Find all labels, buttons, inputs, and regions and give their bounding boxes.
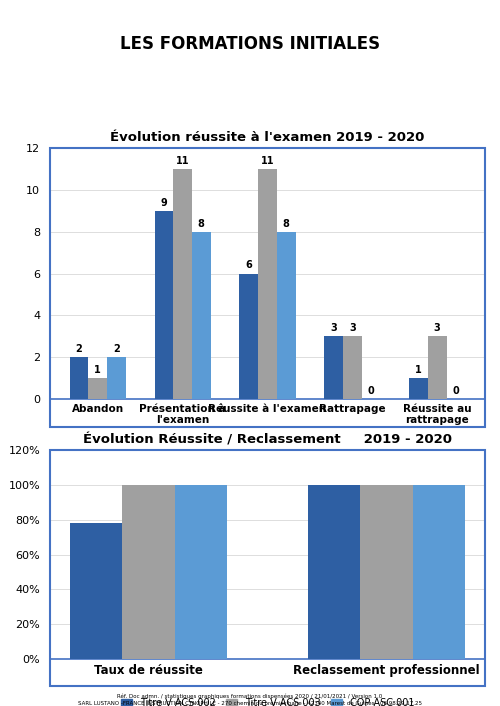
Text: 1: 1 xyxy=(94,365,101,375)
Bar xyxy=(277,232,295,399)
Text: 3: 3 xyxy=(434,323,440,333)
Text: 9: 9 xyxy=(160,198,168,208)
Text: 8: 8 xyxy=(282,219,290,229)
Text: 2: 2 xyxy=(113,344,120,354)
Legend: Titre V ACS 002, Titre V ACS 003, CQP ASC 001: Titre V ACS 002, Titre V ACS 003, CQP AS… xyxy=(116,695,418,706)
Bar xyxy=(107,357,126,399)
Title: Évolution Réussite / Reclassement     2019 - 2020: Évolution Réussite / Reclassement 2019 -… xyxy=(83,433,452,446)
Text: 3: 3 xyxy=(349,323,356,333)
Text: 11: 11 xyxy=(261,156,274,166)
Bar xyxy=(343,336,361,399)
Bar xyxy=(174,485,227,659)
Bar xyxy=(88,378,107,399)
Text: LES FORMATIONS INITIALES: LES FORMATIONS INITIALES xyxy=(120,35,380,53)
Bar xyxy=(360,485,413,659)
Bar xyxy=(122,485,174,659)
Text: 6: 6 xyxy=(246,261,252,270)
Text: 0: 0 xyxy=(368,385,374,396)
Bar xyxy=(70,523,122,659)
Text: 11: 11 xyxy=(176,156,190,166)
Bar xyxy=(70,357,88,399)
Bar xyxy=(413,485,465,659)
Bar xyxy=(409,378,428,399)
Bar xyxy=(192,232,210,399)
Bar xyxy=(154,211,174,399)
Text: 1: 1 xyxy=(415,365,422,375)
Bar xyxy=(428,336,446,399)
Text: 8: 8 xyxy=(198,219,204,229)
Bar xyxy=(258,169,277,399)
Text: Réf. Doc admn. / statistiques graphiques formations dispensées 2020 / 21/01/2021: Réf. Doc admn. / statistiques graphiques… xyxy=(78,693,422,706)
Text: 2: 2 xyxy=(76,344,82,354)
Text: 3: 3 xyxy=(330,323,337,333)
Bar xyxy=(174,169,192,399)
Bar xyxy=(324,336,343,399)
Legend: Titre V ACS 002, Titre V ACS 003, CQP ASC 001: Titre V ACS 002, Titre V ACS 003, CQP AS… xyxy=(116,446,418,465)
Text: 0: 0 xyxy=(452,385,460,396)
Title: Évolution réussite à l'examen 2019 - 2020: Évolution réussite à l'examen 2019 - 202… xyxy=(110,131,424,144)
Bar xyxy=(308,485,360,659)
Bar xyxy=(240,273,258,399)
